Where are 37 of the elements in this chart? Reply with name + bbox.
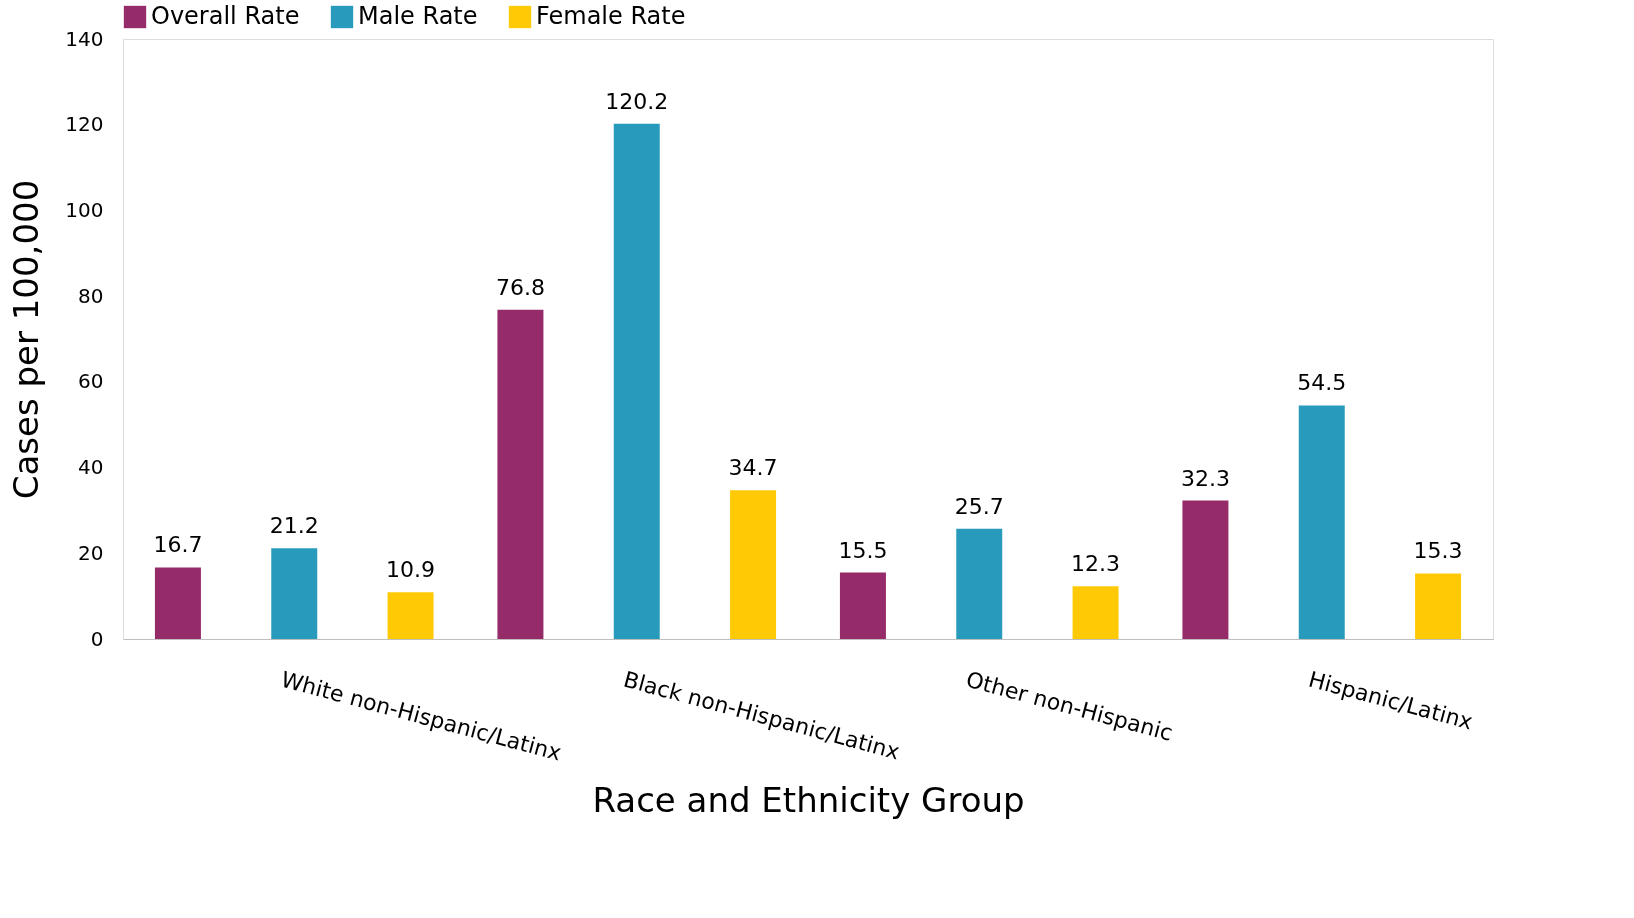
data-label: 25.7 — [954, 493, 1004, 519]
data-label: 120.2 — [605, 88, 669, 114]
y-tick-label: 60 — [78, 369, 104, 394]
data-label: 54.5 — [1297, 370, 1347, 396]
bar — [1072, 586, 1119, 639]
x-axis-title: Race and Ethnicity Group — [592, 779, 1025, 820]
bar — [387, 592, 434, 639]
bar — [1182, 500, 1229, 639]
bar — [956, 528, 1003, 639]
y-tick-label: 40 — [78, 455, 104, 480]
bar — [1415, 573, 1462, 639]
data-label: 10.9 — [386, 557, 436, 583]
data-label: 76.8 — [495, 274, 545, 300]
data-label: 32.3 — [1180, 465, 1230, 491]
data-label: 34.7 — [728, 455, 778, 481]
data-label: 12.3 — [1071, 551, 1121, 577]
y-tick-label: 120 — [65, 112, 104, 137]
y-tick-label: 0 — [90, 626, 104, 651]
y-tick-label: 20 — [78, 540, 104, 565]
bar — [271, 548, 318, 639]
legend-label: Male Rate — [358, 2, 478, 30]
data-label: 15.3 — [1413, 538, 1463, 564]
legend-label: Female Rate — [536, 2, 686, 30]
bar — [154, 567, 201, 639]
legend-label: Overall Rate — [151, 2, 300, 30]
bar — [1298, 405, 1345, 639]
data-label: 21.2 — [269, 513, 319, 539]
y-tick-label: 100 — [65, 197, 104, 222]
data-label: 16.7 — [153, 532, 203, 558]
bar — [497, 309, 544, 639]
y-axis-title: Cases per 100,000 — [6, 179, 47, 500]
bar — [839, 572, 886, 639]
y-tick-label: 80 — [78, 283, 104, 308]
bar — [730, 490, 777, 639]
y-tick-label: 140 — [65, 26, 104, 51]
data-label: 15.5 — [838, 537, 888, 563]
bar — [613, 123, 660, 639]
